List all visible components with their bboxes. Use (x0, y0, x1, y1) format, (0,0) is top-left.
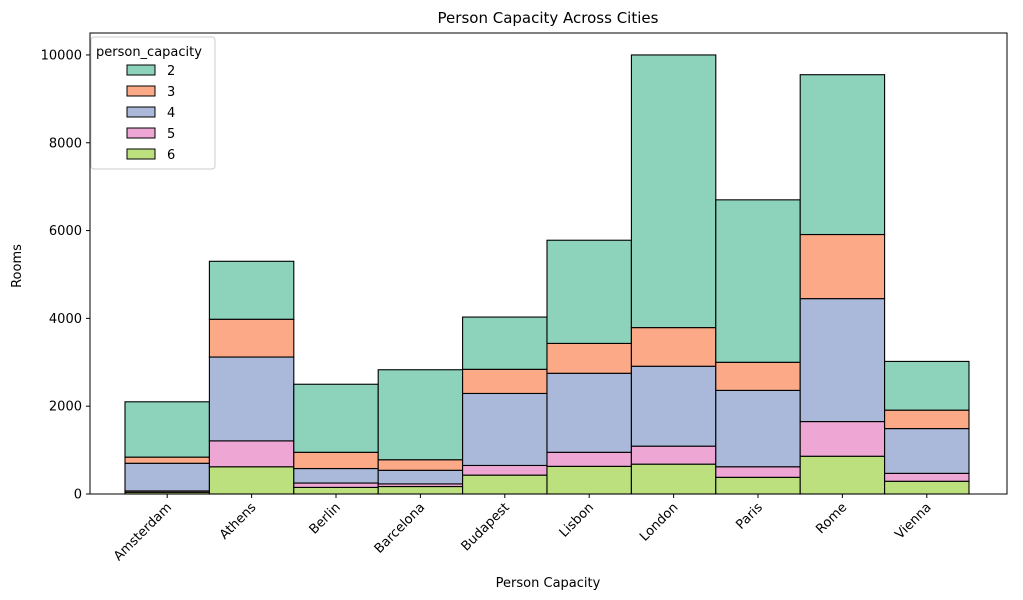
bar-segment-budapest-6 (462, 474, 548, 495)
x-tick-label: Paris (733, 500, 766, 533)
bar-segment-budapest-3 (462, 368, 548, 395)
bar-segment-athens-3 (208, 318, 295, 358)
bar-segment-barcelona-2 (377, 369, 464, 461)
x-axis-label: Person Capacity (496, 576, 601, 591)
bar-segment-berlin-4 (293, 467, 379, 484)
bar-segment-paris-6 (715, 476, 801, 495)
legend-items: 2 3 4 5 6 (126, 64, 175, 163)
bar-segment-london-3 (630, 327, 717, 367)
legend-swatch-6 (126, 148, 156, 160)
chart-title: Person Capacity Across Cities (438, 9, 659, 27)
bar-segment-berlin-3 (293, 451, 379, 470)
x-tick-label: London (637, 500, 681, 544)
x-axis-ticks: Amsterdam Athens Berlin Barcelona Budapest Li… (111, 494, 935, 564)
y-axis-label: Rooms (10, 244, 25, 288)
bar-segment-rome-6 (799, 455, 886, 495)
bar-segment-amsterdam-2 (124, 401, 210, 458)
bar-segment-paris-2 (715, 199, 801, 363)
bar-segment-vienna-4 (884, 428, 970, 474)
legend-label-6: 6 (167, 148, 175, 163)
legend-title: person_capacity (96, 45, 202, 60)
bar-segment-barcelona-4 (377, 469, 464, 485)
legend: person_capacity 2 3 4 5 6 (90, 36, 216, 170)
bar-segment-athens-6 (208, 466, 295, 495)
bar-segment-paris-4 (715, 389, 801, 468)
y-tick-label: 6000 (49, 224, 82, 239)
bar-segment-london-6 (630, 463, 717, 495)
bar-segment-lisbon-3 (546, 342, 632, 374)
bar-segment-vienna-5 (884, 472, 970, 482)
x-tick-label: Vienna (892, 500, 934, 542)
legend-swatch-2 (126, 64, 156, 76)
bar-segment-barcelona-6 (377, 485, 464, 495)
x-tick-label: Athens (217, 500, 260, 543)
bar-segment-berlin-2 (293, 383, 379, 453)
x-tick-label: Lisbon (557, 500, 597, 540)
bar-segment-rome-3 (799, 233, 886, 300)
x-tick-label: Berlin (307, 500, 344, 537)
y-tick-label: 10000 (41, 48, 82, 63)
legend-swatch-3 (126, 85, 156, 97)
legend-swatch-5 (126, 127, 156, 139)
y-tick-label: 2000 (49, 400, 82, 415)
bar-segment-vienna-2 (884, 360, 970, 411)
plot-frame (89, 32, 1008, 495)
bar-segment-vienna-6 (884, 480, 970, 495)
bar-segment-budapest-4 (462, 392, 548, 467)
bar-segment-london-4 (630, 365, 717, 447)
bar-segment-athens-4 (208, 356, 295, 442)
legend-label-5: 5 (167, 127, 175, 142)
bar-segment-vienna-3 (884, 409, 970, 430)
y-tick-label: 8000 (49, 136, 82, 151)
bar-segment-lisbon-2 (546, 239, 632, 344)
bar-segment-amsterdam-3 (124, 456, 210, 464)
legend-label-4: 4 (167, 106, 175, 121)
legend-label-2: 2 (167, 64, 175, 79)
bar-segment-berlin-5 (293, 482, 379, 488)
bar-segment-berlin-6 (293, 486, 379, 495)
bar-segment-amsterdam-4 (124, 462, 210, 492)
bar-segment-athens-2 (208, 260, 295, 320)
y-axis-ticks: 0 2000 4000 6000 8000 10000 (41, 48, 90, 503)
x-tick-label: Amsterdam (111, 500, 175, 564)
bar-segment-athens-5 (208, 440, 295, 468)
legend-swatch-4 (126, 106, 156, 118)
bar-segment-budapest-5 (462, 464, 548, 476)
bar-segment-paris-5 (715, 466, 801, 478)
bar-segment-rome-2 (799, 74, 886, 236)
bar-segment-lisbon-5 (546, 451, 632, 467)
bar-segment-paris-3 (715, 361, 801, 391)
bar-segment-budapest-2 (462, 316, 548, 370)
y-tick-label: 4000 (49, 312, 82, 327)
bar-segment-lisbon-6 (546, 465, 632, 495)
x-tick-label: Barcelona (372, 500, 428, 556)
bar-segment-rome-5 (799, 421, 886, 457)
bar-segment-barcelona-3 (377, 459, 464, 471)
x-tick-label: Budapest (459, 500, 513, 554)
plot-area (89, 32, 1008, 495)
legend-label-3: 3 (167, 85, 175, 100)
legend-frame (90, 36, 216, 170)
bar-segment-rome-4 (799, 298, 886, 423)
bar-segment-lisbon-4 (546, 372, 632, 453)
y-tick-label: 0 (74, 488, 82, 503)
x-tick-label: Rome (813, 500, 850, 537)
bar-segment-london-2 (630, 54, 717, 329)
bar-segment-london-5 (630, 445, 717, 465)
